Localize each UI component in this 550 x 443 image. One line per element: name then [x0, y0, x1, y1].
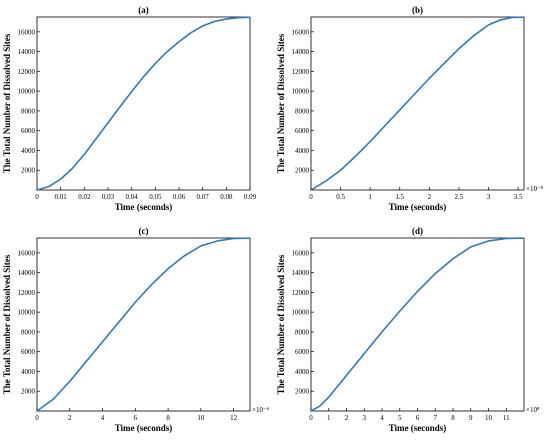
- x-tick-label: 8: [451, 414, 455, 422]
- x-axis-multiplier: ×10⁸: [526, 406, 540, 414]
- x-tick-label: 1: [368, 193, 372, 201]
- x-tick-label: 6: [134, 414, 138, 422]
- x-tick-label: 0.09: [244, 193, 257, 201]
- x-tick-label: 0.01: [55, 193, 68, 201]
- x-tick-label: 0.05: [149, 193, 162, 201]
- y-axis-label: The Total Number of Dissolved Sites: [276, 254, 286, 394]
- x-tick-label: 0.08: [220, 193, 233, 201]
- y-tick-label: 2000: [21, 167, 36, 175]
- y-tick-label: 6000: [295, 348, 310, 356]
- x-axis-label: Time (seconds): [115, 423, 173, 433]
- y-tick-label: 14000: [18, 269, 36, 277]
- x-axis-label: Time (seconds): [389, 202, 447, 212]
- y-tick-label: 14000: [18, 48, 36, 56]
- y-axis-label: The Total Number of Dissolved Sites: [276, 33, 286, 173]
- y-tick-label: 16000: [292, 249, 310, 257]
- y-tick-label: 16000: [18, 249, 36, 257]
- y-tick-label: 6000: [21, 348, 36, 356]
- x-tick-label: 0.03: [102, 193, 115, 201]
- x-tick-label: 3.5: [514, 193, 523, 201]
- y-tick-label: 10000: [18, 88, 36, 96]
- y-tick-label: 12000: [292, 289, 310, 297]
- plot-frame: [310, 237, 525, 412]
- x-tick-label: 1.5: [395, 193, 404, 201]
- chart-panel-a: (a) 0 0.01 0.02 0.03 0.04 0.05 0.06 0.07 0.08 0.09…: [2, 5, 257, 212]
- x-tick-label: 12: [230, 414, 238, 422]
- plot-frame: [36, 237, 251, 412]
- x-tick-label: 0.5: [336, 193, 345, 201]
- chart-title: (c): [139, 226, 149, 236]
- x-tick-label: 0.04: [126, 193, 139, 201]
- y-tick-label: 14000: [292, 48, 310, 56]
- chart-panel-c: (c) 0 2 4 6 8 10 12 2000 4000 6000 8000 10000 12000 14…: [2, 226, 270, 433]
- y-axis-label: The Total Number of Dissolved Sites: [2, 33, 12, 173]
- x-tick-label: 0: [35, 414, 39, 422]
- series-line: [310, 16, 525, 191]
- x-tick-label: 4: [380, 414, 384, 422]
- x-tick-label: 0.07: [197, 193, 210, 201]
- y-tick-label: 10000: [292, 309, 310, 317]
- y-tick-label: 16000: [18, 28, 36, 36]
- y-tick-label: 10000: [18, 309, 36, 317]
- x-tick-label: 4: [101, 414, 105, 422]
- x-tick-label: 10: [197, 414, 205, 422]
- x-tick-label: 5: [398, 414, 402, 422]
- y-tick-label: 10000: [292, 88, 310, 96]
- x-tick-label: 8: [166, 414, 170, 422]
- x-tick-label: 0: [309, 193, 313, 201]
- y-tick-label: 2000: [295, 167, 310, 175]
- x-tick-label: 2: [68, 414, 72, 422]
- x-tick-label: 2: [345, 414, 349, 422]
- x-tick-label: 3: [487, 193, 491, 201]
- plot-frame: [36, 16, 251, 191]
- x-tick-label: 10: [485, 414, 493, 422]
- y-tick-label: 16000: [292, 28, 310, 36]
- y-tick-label: 8000: [21, 328, 36, 336]
- y-tick-label: 8000: [295, 328, 310, 336]
- x-tick-label: 11: [503, 414, 510, 422]
- x-tick-label: 0: [35, 193, 39, 201]
- chart-title: (d): [412, 226, 423, 236]
- y-tick-label: 4000: [21, 147, 36, 155]
- x-tick-label: 1: [327, 414, 331, 422]
- x-axis-label: Time (seconds): [115, 202, 173, 212]
- chart-title: (a): [138, 5, 149, 15]
- y-tick-label: 8000: [295, 107, 310, 115]
- series-line: [36, 237, 251, 412]
- chart-panel-d: (d) 0 1 2 3 4 5 6 7 8 9 10 11 2000 4000 6000 8000 10000 12…: [276, 226, 540, 433]
- x-tick-label: 6: [416, 414, 420, 422]
- x-tick-label: 0: [309, 414, 313, 422]
- y-tick-label: 12000: [18, 68, 36, 76]
- x-tick-label: 9: [469, 414, 473, 422]
- y-tick-label: 2000: [295, 388, 310, 396]
- chart-panel-b: (b) 0 0.5 1 1.5 2 2.5 3 3.5 2000 4000 6000 8000 10000…: [276, 5, 544, 212]
- y-tick-label: 8000: [21, 107, 36, 115]
- y-tick-label: 4000: [295, 368, 310, 376]
- x-axis-multiplier: ×10⁻⁸: [526, 185, 544, 193]
- x-tick-label: 0.06: [173, 193, 186, 201]
- y-tick-label: 4000: [21, 368, 36, 376]
- series-line: [36, 16, 251, 191]
- y-tick-label: 2000: [21, 388, 36, 396]
- series-line: [310, 237, 525, 412]
- x-tick-label: 2: [428, 193, 432, 201]
- x-axis-multiplier: ×10⁻⁶: [252, 406, 270, 414]
- x-tick-label: 2.5: [455, 193, 464, 201]
- y-tick-label: 14000: [292, 269, 310, 277]
- x-tick-label: 0.02: [78, 193, 91, 201]
- x-axis-label: Time (seconds): [389, 423, 447, 433]
- y-axis-label: The Total Number of Dissolved Sites: [2, 254, 12, 394]
- x-tick-label: 3: [363, 414, 367, 422]
- y-tick-label: 12000: [292, 68, 310, 76]
- y-tick-label: 6000: [295, 127, 310, 135]
- y-tick-label: 6000: [21, 127, 36, 135]
- chart-title: (b): [412, 5, 423, 15]
- x-tick-label: 7: [434, 414, 438, 422]
- y-tick-label: 4000: [295, 147, 310, 155]
- y-tick-label: 12000: [18, 289, 36, 297]
- plot-frame: [310, 16, 525, 191]
